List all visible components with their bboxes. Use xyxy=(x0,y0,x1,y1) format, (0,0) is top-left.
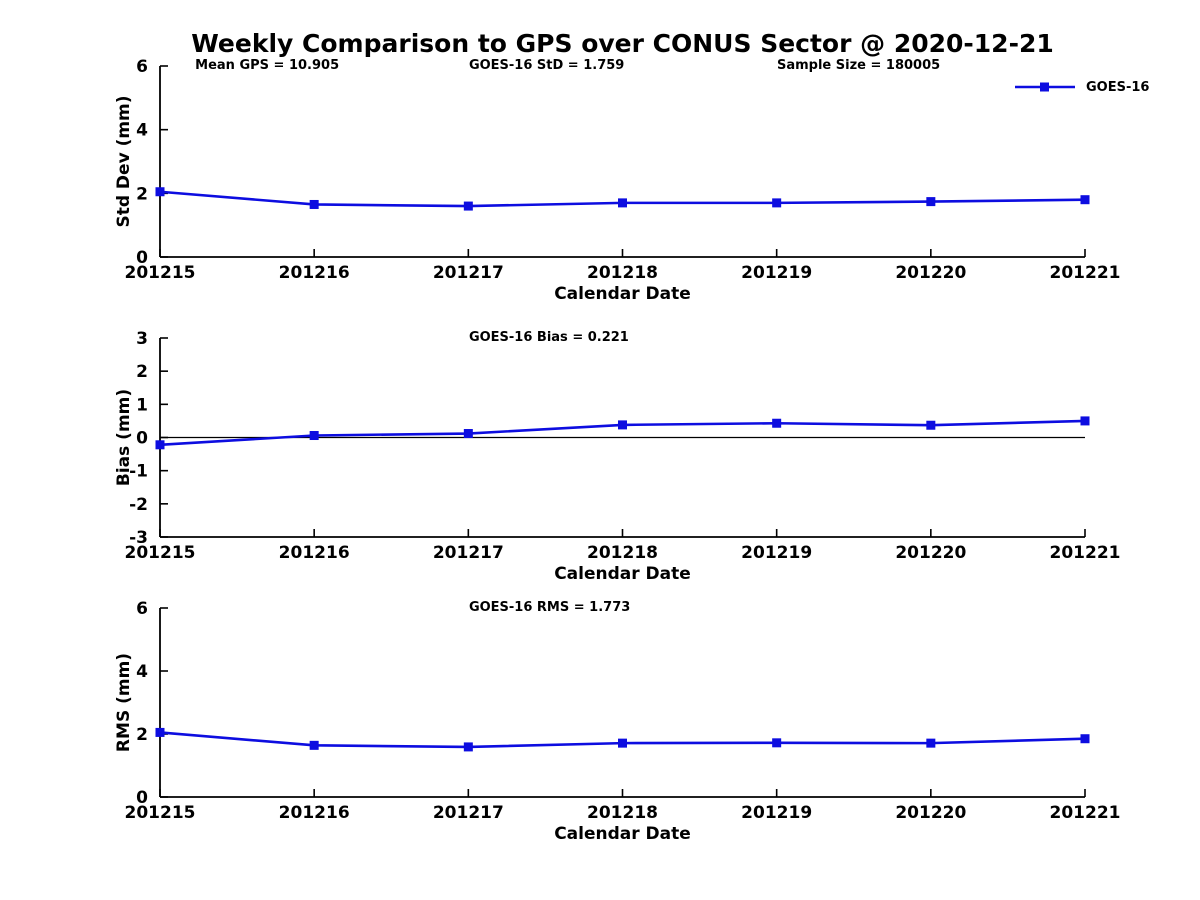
chart-std-dev: 0 2 4 6 201215 201216 201217 201218 201219 201220… xyxy=(114,57,1120,304)
y-tick-label: 0 xyxy=(136,429,148,449)
data-point-marker xyxy=(926,197,936,207)
legend: GOES-16 xyxy=(1013,78,1149,96)
x-axis-label: Calendar Date xyxy=(554,824,691,844)
x-tick-label: 201221 xyxy=(1050,543,1121,563)
legend-square-marker-icon xyxy=(1040,82,1049,92)
data-point-marker xyxy=(926,420,936,430)
x-tick-label: 201215 xyxy=(125,803,196,823)
x-tick-label: 201215 xyxy=(125,263,196,283)
y-tick-label: 4 xyxy=(136,121,148,141)
x-tick-label: 201221 xyxy=(1050,803,1121,823)
y-tick-label: -3 xyxy=(129,528,148,548)
data-point-marker xyxy=(1080,195,1090,205)
stat-annotation: GOES-16 RMS = 1.773 xyxy=(469,600,630,615)
data-point-marker xyxy=(618,738,627,748)
x-tick-label: 201216 xyxy=(279,543,350,563)
y-axis-label: RMS (mm) xyxy=(114,653,134,752)
data-point-marker xyxy=(463,429,473,439)
y-axis-label: Std Dev (mm) xyxy=(114,95,134,227)
data-point-marker xyxy=(1080,734,1090,744)
x-axis-label: Calendar Date xyxy=(554,284,691,304)
figure-title: Weekly Comparison to GPS over CONUS Sect… xyxy=(191,29,1054,58)
data-point-marker xyxy=(926,738,936,748)
y-tick-label: 3 xyxy=(136,329,148,349)
x-tick-label: 201219 xyxy=(741,803,812,823)
data-point-marker xyxy=(155,187,165,197)
x-axis-label: Calendar Date xyxy=(554,564,691,584)
data-point-marker xyxy=(463,742,473,752)
data-point-marker xyxy=(1080,416,1090,426)
x-tick-label: 201220 xyxy=(895,263,966,283)
stat-annotation: Sample Size = 180005 xyxy=(777,58,940,73)
data-point-marker xyxy=(463,201,473,211)
x-tick-label: 201217 xyxy=(433,263,504,283)
x-tick-label: 201217 xyxy=(433,543,504,563)
chart-bias: -3 -2 -1 0 1 2 3 201215 201216 201217 201218 201219… xyxy=(114,329,1120,584)
x-tick-label: 201218 xyxy=(587,803,658,823)
data-point-marker xyxy=(772,738,782,748)
y-tick-label: 2 xyxy=(136,184,148,204)
y-tick-label: 6 xyxy=(136,57,148,77)
x-tick-label: 201216 xyxy=(279,803,350,823)
y-tick-label: 4 xyxy=(136,662,148,682)
y-tick-label: -2 xyxy=(129,495,148,515)
x-tick-label: 201219 xyxy=(741,543,812,563)
data-point-marker xyxy=(772,418,782,428)
chart-rms: 0 2 4 6 201215 201216 201217 201218 201219 201220… xyxy=(114,599,1120,844)
y-tick-label: -1 xyxy=(129,462,148,482)
x-tick-label: 201220 xyxy=(895,543,966,563)
stat-annotation: Mean GPS = 10.905 xyxy=(195,58,339,73)
data-point-marker xyxy=(155,440,165,450)
y-axis-label: Bias (mm) xyxy=(114,389,134,486)
x-tick-label: 201221 xyxy=(1050,263,1121,283)
data-point-marker xyxy=(309,740,319,750)
y-tick-label: 6 xyxy=(136,599,148,619)
data-point-marker xyxy=(309,431,319,441)
x-tick-label: 201217 xyxy=(433,803,504,823)
y-tick-label: 0 xyxy=(136,788,148,808)
x-tick-label: 201218 xyxy=(587,543,658,563)
data-point-marker xyxy=(618,198,627,208)
data-point-marker xyxy=(155,727,165,737)
stat-annotation: GOES-16 Bias = 0.221 xyxy=(469,330,629,345)
stat-annotation: GOES-16 StD = 1.759 xyxy=(469,58,624,73)
legend-label: GOES-16 xyxy=(1086,79,1150,95)
y-tick-label: 2 xyxy=(136,725,148,745)
data-point-marker xyxy=(772,198,782,208)
y-tick-label: 2 xyxy=(136,362,148,382)
x-tick-label: 201220 xyxy=(895,803,966,823)
data-point-marker xyxy=(309,199,319,209)
y-tick-label: 1 xyxy=(136,395,148,415)
x-tick-label: 201216 xyxy=(279,263,350,283)
x-tick-label: 201219 xyxy=(741,263,812,283)
y-tick-label: 0 xyxy=(136,248,148,268)
legend-line-sample xyxy=(1015,82,1075,92)
x-tick-label: 201215 xyxy=(125,543,196,563)
x-tick-label: 201218 xyxy=(587,263,658,283)
data-point-marker xyxy=(618,420,627,430)
